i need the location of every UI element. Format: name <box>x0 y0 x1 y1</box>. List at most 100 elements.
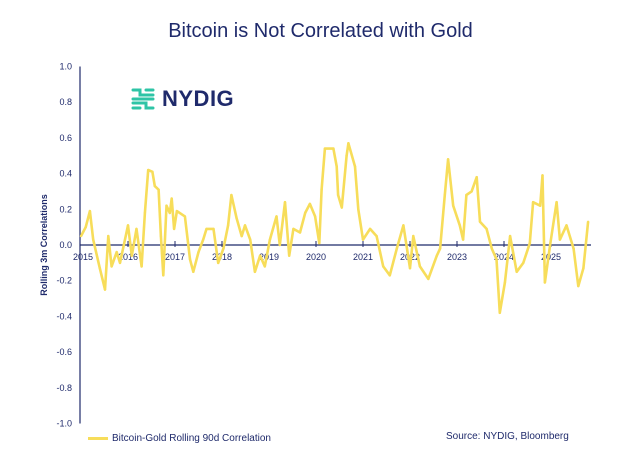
data-point <box>308 202 312 206</box>
data-point <box>558 238 562 241</box>
data-point <box>470 190 473 193</box>
x-tick-label: 2020 <box>306 252 326 262</box>
y-tick-label: 0.6 <box>59 133 72 143</box>
data-point <box>126 224 130 227</box>
data-point <box>412 234 415 238</box>
data-point <box>230 193 233 197</box>
data-point <box>408 267 412 270</box>
data-point <box>147 168 150 172</box>
data-point <box>515 270 518 273</box>
data-point <box>168 211 172 215</box>
data-point <box>275 215 278 218</box>
legend-swatch <box>88 437 108 440</box>
data-point <box>446 158 450 161</box>
data-point <box>175 209 179 213</box>
y-tick-label: 0.2 <box>59 204 72 214</box>
data-point <box>217 261 220 265</box>
data-point <box>88 209 92 213</box>
data-point <box>452 204 455 207</box>
data-point <box>490 247 493 250</box>
data-point <box>465 193 468 197</box>
data-point <box>335 165 338 168</box>
data-point <box>165 204 168 207</box>
data-point <box>522 261 525 265</box>
data-point <box>212 227 215 231</box>
data-point <box>503 281 507 284</box>
data-point <box>170 197 173 200</box>
data-point <box>435 254 438 257</box>
data-point <box>586 220 590 223</box>
data-point <box>495 258 498 261</box>
nydig-logo-icon <box>131 88 155 110</box>
data-point <box>98 267 102 270</box>
data-point <box>130 254 133 257</box>
legend-label: Bitcoin-Gold Rolling 90d Correlation <box>112 433 271 444</box>
data-point <box>531 200 535 204</box>
y-axis-label: Rolling 3m Correlations <box>39 194 49 296</box>
data-point <box>172 227 176 231</box>
data-point <box>538 204 542 207</box>
x-tick-label: 2017 <box>165 252 185 262</box>
data-point <box>84 225 87 229</box>
data-point <box>572 247 575 250</box>
data-point <box>543 281 547 284</box>
data-point <box>268 238 272 241</box>
data-point <box>320 188 323 191</box>
data-point <box>253 270 257 273</box>
x-tick-label: 2025 <box>541 252 561 262</box>
y-tick-label: -0.8 <box>56 383 72 393</box>
y-tick-label: -0.6 <box>56 347 72 357</box>
data-point <box>92 238 95 241</box>
x-tick-label: 2024 <box>494 252 514 262</box>
data-point <box>565 224 568 227</box>
data-point <box>382 265 385 268</box>
data-point <box>226 224 230 227</box>
data-point <box>340 206 344 209</box>
x-tick-label: 2021 <box>353 252 373 262</box>
data-point <box>240 234 243 238</box>
data-point <box>197 250 200 254</box>
data-point <box>336 193 340 197</box>
data-point <box>162 274 165 277</box>
data-point <box>258 254 262 257</box>
data-point <box>313 215 317 218</box>
x-tick-label: 2016 <box>118 252 138 262</box>
data-point <box>183 215 187 218</box>
data-point <box>202 238 205 241</box>
data-point <box>508 234 512 238</box>
data-point <box>243 224 247 227</box>
data-point <box>303 211 307 215</box>
data-point <box>118 261 122 265</box>
data-point <box>288 254 291 257</box>
x-tick-label: 2018 <box>212 252 232 262</box>
data-point <box>249 238 252 241</box>
data-point <box>368 227 372 231</box>
data-point <box>79 234 83 238</box>
data-point <box>110 265 113 268</box>
data-point <box>475 175 478 179</box>
data-point <box>361 238 365 241</box>
data-point <box>577 284 580 288</box>
data-point <box>485 227 488 231</box>
data-point <box>292 227 295 231</box>
data-point <box>115 250 118 254</box>
y-tick-label: 0.4 <box>59 169 72 179</box>
data-point <box>548 243 552 247</box>
x-tick-label: 2023 <box>447 252 467 262</box>
data-point <box>345 154 348 157</box>
data-point <box>395 247 399 250</box>
data-point <box>478 220 482 223</box>
x-tick-label: 2019 <box>259 252 279 262</box>
y-tick-label: -1.0 <box>56 419 72 429</box>
data-point <box>438 247 442 250</box>
data-point <box>153 184 156 188</box>
source-note: Source: NYDIG, Bloomberg <box>446 431 569 442</box>
logo-text: NYDIG <box>162 86 235 111</box>
data-point <box>151 170 154 174</box>
data-point <box>443 193 446 197</box>
chart-title: Bitcoin is Not Correlated with Gold <box>168 20 473 42</box>
y-tick-label: -0.4 <box>56 311 72 321</box>
data-point <box>323 147 327 150</box>
data-point <box>427 277 430 281</box>
